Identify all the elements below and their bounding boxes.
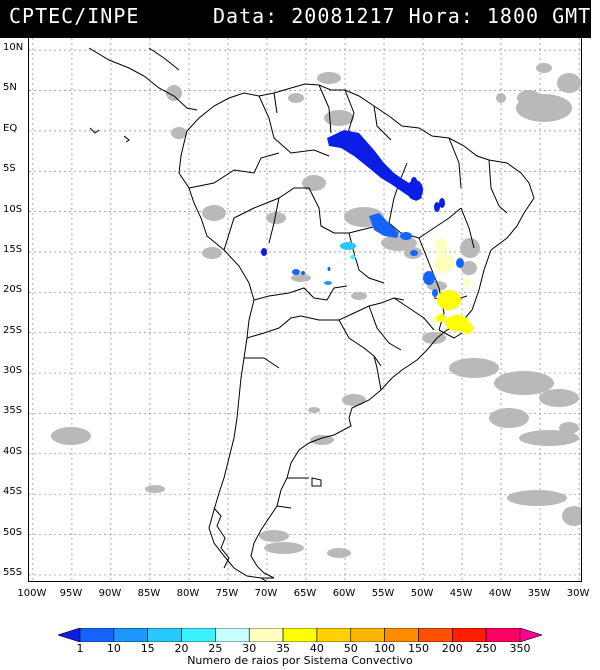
longitude-label: 70W xyxy=(254,588,278,599)
colorbar-segment xyxy=(350,628,385,642)
longitude-label: 30W xyxy=(566,588,590,599)
colorbar-tick-label: 350 xyxy=(509,642,531,655)
latitude-label: 20S xyxy=(3,284,23,296)
latitude-label: 55S xyxy=(3,566,23,578)
longitude-label: 75W xyxy=(215,588,239,599)
colorbar-segment xyxy=(519,628,542,642)
datetime-label: Data: 20081217 Hora: 1800 GMT xyxy=(213,4,592,28)
colorbar-segment xyxy=(282,628,318,642)
longitude-label: 90W xyxy=(98,588,122,599)
colorbar-segment xyxy=(485,628,521,642)
colorbar xyxy=(58,628,542,642)
latitude-label: 35S xyxy=(3,405,23,417)
longitude-label: 40W xyxy=(488,588,512,599)
longitude-label: 45W xyxy=(449,588,473,599)
longitude-label: 80W xyxy=(176,588,200,599)
colorbar-segment xyxy=(418,628,453,642)
latitude-label: EQ xyxy=(3,122,18,134)
longitude-label: 50W xyxy=(410,588,434,599)
latitude-label: 45S xyxy=(3,486,23,498)
longitude-label: 85W xyxy=(137,588,161,599)
colorbar-tick-label: 20 xyxy=(174,642,189,655)
colorbar-segment xyxy=(79,628,115,642)
colorbar-tick-label: 150 xyxy=(407,642,429,655)
colorbar-tick-label: 15 xyxy=(140,642,155,655)
colorbar-tick-label: 25 xyxy=(208,642,223,655)
longitude-label: 95W xyxy=(59,588,83,599)
colorbar-tick-label: 50 xyxy=(343,642,358,655)
latitude-label: 50S xyxy=(3,526,23,538)
latitude-label: 30S xyxy=(3,365,23,377)
colorbar-segment xyxy=(215,628,250,642)
longitude-label: 100W xyxy=(17,588,47,599)
colorbar-tick-label: 30 xyxy=(242,642,257,655)
cloud-cover xyxy=(51,63,581,558)
colorbar-segment xyxy=(452,628,487,642)
title-bar: CPTEC/INPE Data: 20081217 Hora: 1800 GMT xyxy=(0,0,591,38)
longitude-label: 55W xyxy=(371,588,395,599)
convective-systems xyxy=(261,130,473,334)
map-frame xyxy=(28,37,582,582)
coastlines-and-borders xyxy=(88,47,535,581)
graticule xyxy=(29,38,581,581)
colorbar-tick-label: 1 xyxy=(76,642,84,655)
colorbar-tick-label: 40 xyxy=(309,642,324,655)
latitude-label: 5S xyxy=(3,163,16,175)
latitude-label: 10S xyxy=(3,203,23,215)
latitude-label: 15S xyxy=(3,243,23,255)
latitude-label: 5N xyxy=(3,82,17,94)
map-canvas xyxy=(29,38,581,581)
colorbar-tick-label: 10 xyxy=(106,642,121,655)
colorbar-tick-label: 250 xyxy=(475,642,497,655)
colorbar-segment xyxy=(58,628,81,642)
latitude-label: 10N xyxy=(3,42,24,54)
colorbar-segment xyxy=(316,628,352,642)
latitude-label: 40S xyxy=(3,445,23,457)
colorbar-tick-label: 200 xyxy=(441,642,463,655)
colorbar-segment xyxy=(113,628,148,642)
colorbar-segment xyxy=(248,628,284,642)
colorbar-segment xyxy=(181,628,216,642)
agency-label: CPTEC/INPE xyxy=(9,4,140,28)
longitude-label: 65W xyxy=(293,588,317,599)
colorbar-tick-label: 35 xyxy=(276,642,291,655)
colorbar-segment xyxy=(384,628,419,642)
longitude-label: 60W xyxy=(332,588,356,599)
latitude-label: 25S xyxy=(3,324,23,336)
colorbar-title: Numero de raios por Sistema Convectivo xyxy=(187,654,413,667)
colorbar-tick-label: 100 xyxy=(374,642,396,655)
colorbar-segment xyxy=(147,628,182,642)
longitude-label: 35W xyxy=(527,588,551,599)
